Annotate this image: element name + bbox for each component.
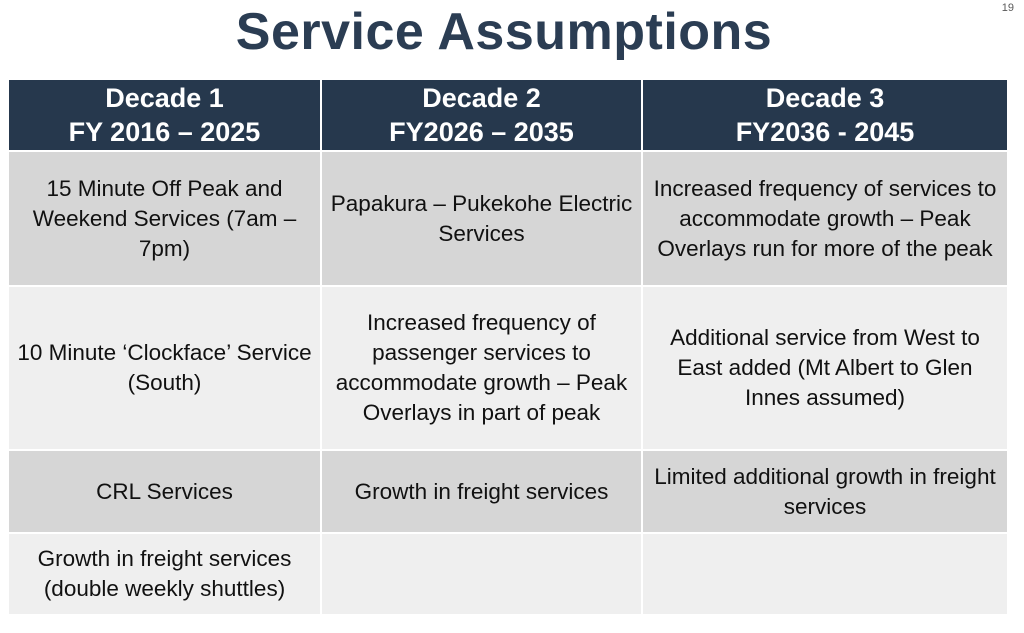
table-cell: Increased frequency of services to accom… xyxy=(641,150,1009,287)
header-decade-1: Decade 1 FY 2016 – 2025 xyxy=(7,78,322,152)
slide-title: Service Assumptions xyxy=(235,3,773,61)
table-cell xyxy=(320,532,643,616)
page-number: 19 xyxy=(1001,2,1014,14)
table-cell xyxy=(641,532,1009,616)
table-cell: CRL Services xyxy=(7,449,322,534)
table-cell: Limited additional growth in freight ser… xyxy=(641,449,1009,534)
table-cell: Papakura – Pukekohe Electric Services xyxy=(320,150,643,287)
table-row: 15 Minute Off Peak and Weekend Services … xyxy=(7,150,1009,287)
header-decade-label: Decade 1 xyxy=(105,83,224,113)
table-cell: 10 Minute ‘Clockface’ Service (South) xyxy=(7,285,322,451)
table-cell: Additional service from West to East add… xyxy=(641,285,1009,451)
header-fiscal-years: FY 2016 – 2025 xyxy=(68,117,261,147)
header-fiscal-years: FY2036 - 2045 xyxy=(735,117,915,147)
header-fiscal-years: FY2026 – 2035 xyxy=(389,117,574,147)
header-decade-3: Decade 3 FY2036 - 2045 xyxy=(641,78,1009,152)
table-cell: Increased frequency of passenger service… xyxy=(320,285,643,451)
header-decade-label: Decade 2 xyxy=(422,83,541,113)
header-decade-label: Decade 3 xyxy=(765,83,885,113)
header-decade-2: Decade 2 FY2026 – 2035 xyxy=(320,78,643,152)
table-row: 10 Minute ‘Clockface’ Service (South) In… xyxy=(7,285,1009,451)
table-cell: Growth in freight services xyxy=(320,449,643,534)
table-row: CRL Services Growth in freight services … xyxy=(7,449,1009,534)
service-assumptions-table: Decade 1 FY 2016 – 2025 Decade 2 FY2026 … xyxy=(7,78,1009,616)
table-cell: 15 Minute Off Peak and Weekend Services … xyxy=(7,150,322,287)
table-cell: Growth in freight services (double weekl… xyxy=(7,532,322,616)
table-header-row: Decade 1 FY 2016 – 2025 Decade 2 FY2026 … xyxy=(7,78,1009,152)
table-row: Growth in freight services (double weekl… xyxy=(7,532,1009,616)
